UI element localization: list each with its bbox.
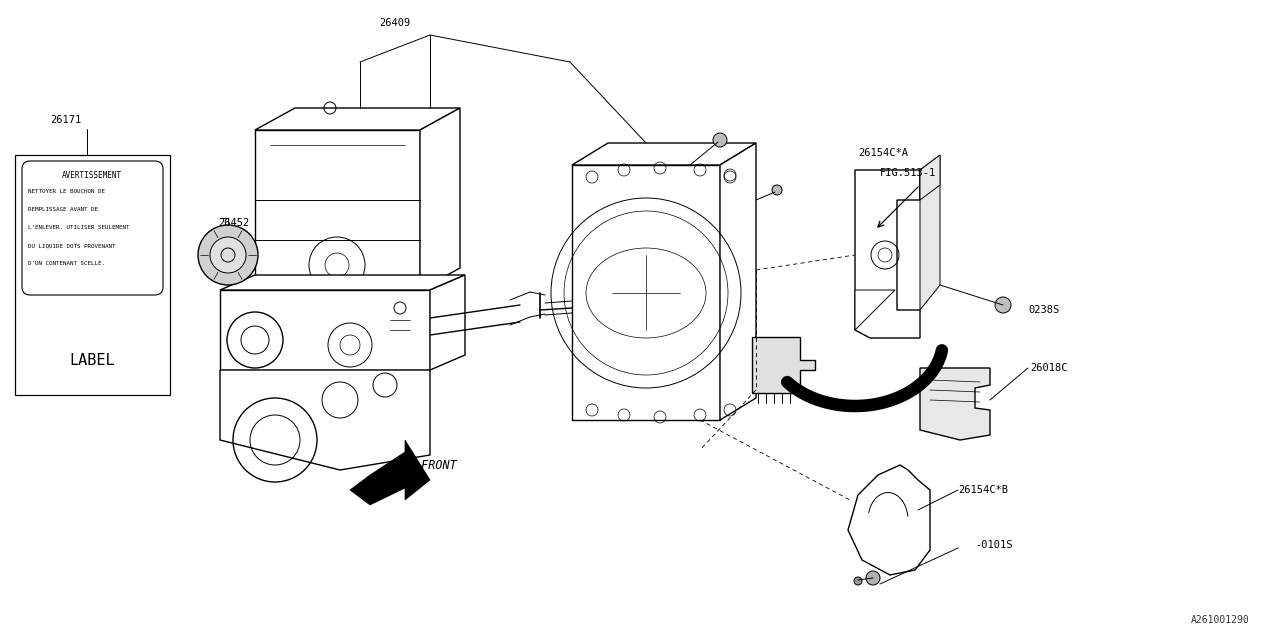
Polygon shape [855,170,920,338]
Polygon shape [420,108,460,290]
Text: 26452: 26452 [218,218,250,228]
Text: -0101S: -0101S [975,540,1012,550]
Text: 26154C*B: 26154C*B [957,485,1009,495]
Polygon shape [920,155,940,310]
Polygon shape [255,108,460,130]
Polygon shape [849,465,931,575]
Text: 26409: 26409 [379,18,411,28]
Text: LABEL: LABEL [69,353,115,368]
Circle shape [772,185,782,195]
Polygon shape [572,143,756,165]
Polygon shape [721,143,756,420]
Text: A261001290: A261001290 [1192,615,1251,625]
Circle shape [995,297,1011,313]
Text: 0238S: 0238S [1028,305,1060,315]
Polygon shape [349,440,430,505]
Text: REMPLISSAGE AVANT DE: REMPLISSAGE AVANT DE [28,207,99,212]
Polygon shape [220,290,430,370]
Polygon shape [572,165,721,420]
Text: 26154C*A: 26154C*A [858,148,908,158]
Text: D'UN CONTENANT SCELLÉ.: D'UN CONTENANT SCELLÉ. [28,261,105,266]
Circle shape [210,237,246,273]
Bar [15,155,170,395]
Circle shape [854,577,861,585]
Polygon shape [855,290,895,330]
Circle shape [713,133,727,147]
Text: DU LIQUIDE DOTS PROVENANT: DU LIQUIDE DOTS PROVENANT [28,243,115,248]
Polygon shape [920,155,940,200]
Text: L'ENLEVER. UTILISER SEULEMENT: L'ENLEVER. UTILISER SEULEMENT [28,225,129,230]
Polygon shape [220,370,430,470]
Text: 26171: 26171 [50,115,81,125]
Polygon shape [753,337,815,393]
Text: 26018C: 26018C [1030,363,1068,373]
Text: FIG.513-1: FIG.513-1 [881,168,936,178]
Text: NETTOYER LE BOUCHON DE: NETTOYER LE BOUCHON DE [28,189,105,194]
Circle shape [198,225,259,285]
Text: ←FRONT: ←FRONT [415,458,458,472]
Polygon shape [255,130,420,290]
FancyBboxPatch shape [22,161,163,295]
Polygon shape [920,368,989,440]
Polygon shape [220,275,465,290]
Circle shape [867,571,881,585]
Text: AVERTISSEMENT: AVERTISSEMENT [61,171,122,180]
Polygon shape [430,275,465,370]
